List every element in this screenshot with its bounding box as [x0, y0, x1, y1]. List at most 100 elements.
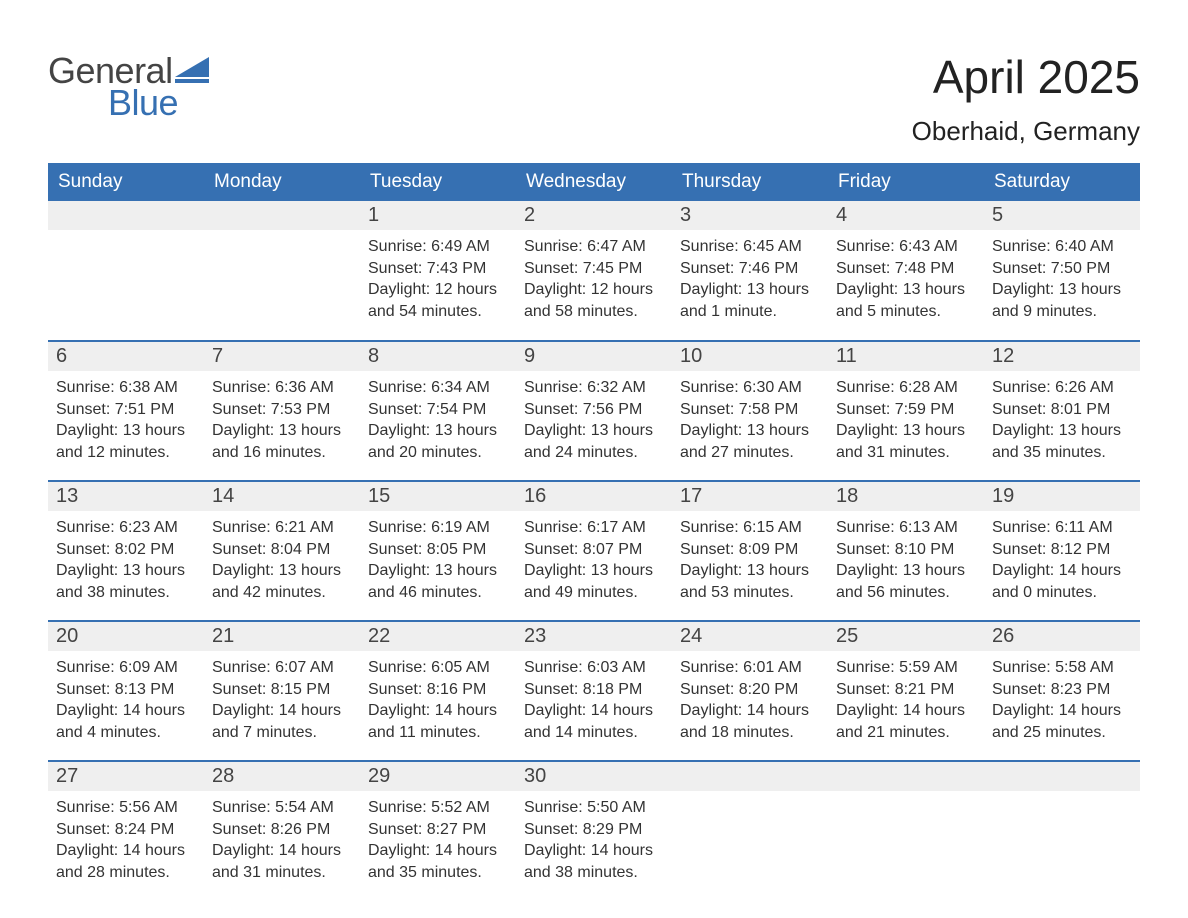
day-daylight2: and 42 minutes.	[212, 582, 352, 604]
day-daylight1: Daylight: 13 hours	[368, 420, 508, 442]
day-daylight2: and 56 minutes.	[836, 582, 976, 604]
day-daylight2: and 31 minutes.	[212, 862, 352, 884]
day-number: 5	[984, 201, 1140, 230]
day-content: Sunrise: 5:54 AMSunset: 8:26 PMDaylight:…	[204, 791, 360, 893]
day-daylight1: Daylight: 13 hours	[212, 420, 352, 442]
calendar-cell: 9Sunrise: 6:32 AMSunset: 7:56 PMDaylight…	[516, 341, 672, 481]
day-sunset: Sunset: 7:51 PM	[56, 399, 196, 421]
day-daylight2: and 11 minutes.	[368, 722, 508, 744]
day-daylight2: and 58 minutes.	[524, 301, 664, 323]
day-content: Sunrise: 6:40 AMSunset: 7:50 PMDaylight:…	[984, 230, 1140, 332]
day-sunset: Sunset: 7:50 PM	[992, 258, 1132, 280]
day-content: Sunrise: 6:19 AMSunset: 8:05 PMDaylight:…	[360, 511, 516, 613]
col-sunday: Sunday	[48, 163, 204, 201]
day-number: 15	[360, 482, 516, 511]
day-daylight1: Daylight: 14 hours	[56, 840, 196, 862]
calendar-week-row: 27Sunrise: 5:56 AMSunset: 8:24 PMDayligh…	[48, 761, 1140, 901]
day-sunset: Sunset: 8:09 PM	[680, 539, 820, 561]
day-number: 29	[360, 762, 516, 791]
day-daylight2: and 1 minute.	[680, 301, 820, 323]
day-sunset: Sunset: 7:59 PM	[836, 399, 976, 421]
day-content: Sunrise: 5:58 AMSunset: 8:23 PMDaylight:…	[984, 651, 1140, 753]
day-daylight1: Daylight: 13 hours	[212, 560, 352, 582]
logo-word2: Blue	[108, 82, 178, 124]
day-sunrise: Sunrise: 6:11 AM	[992, 517, 1132, 539]
day-number: 25	[828, 622, 984, 651]
day-sunset: Sunset: 7:45 PM	[524, 258, 664, 280]
day-sunrise: Sunrise: 6:05 AM	[368, 657, 508, 679]
day-sunset: Sunset: 8:04 PM	[212, 539, 352, 561]
day-number: 14	[204, 482, 360, 511]
day-sunset: Sunset: 8:26 PM	[212, 819, 352, 841]
day-sunrise: Sunrise: 6:36 AM	[212, 377, 352, 399]
day-daylight2: and 46 minutes.	[368, 582, 508, 604]
day-daylight2: and 31 minutes.	[836, 442, 976, 464]
day-content: Sunrise: 6:49 AMSunset: 7:43 PMDaylight:…	[360, 230, 516, 332]
day-sunrise: Sunrise: 5:54 AM	[212, 797, 352, 819]
day-content: Sunrise: 6:34 AMSunset: 7:54 PMDaylight:…	[360, 371, 516, 473]
day-number: 17	[672, 482, 828, 511]
day-sunset: Sunset: 8:21 PM	[836, 679, 976, 701]
day-sunset: Sunset: 8:01 PM	[992, 399, 1132, 421]
calendar-cell: 3Sunrise: 6:45 AMSunset: 7:46 PMDaylight…	[672, 201, 828, 341]
day-content: Sunrise: 6:43 AMSunset: 7:48 PMDaylight:…	[828, 230, 984, 332]
calendar-cell: 28Sunrise: 5:54 AMSunset: 8:26 PMDayligh…	[204, 761, 360, 901]
day-number: 11	[828, 342, 984, 371]
day-daylight2: and 49 minutes.	[524, 582, 664, 604]
day-number: 19	[984, 482, 1140, 511]
day-content: Sunrise: 6:17 AMSunset: 8:07 PMDaylight:…	[516, 511, 672, 613]
col-thursday: Thursday	[672, 163, 828, 201]
col-friday: Friday	[828, 163, 984, 201]
day-sunrise: Sunrise: 5:56 AM	[56, 797, 196, 819]
day-sunset: Sunset: 8:13 PM	[56, 679, 196, 701]
calendar-cell: 5Sunrise: 6:40 AMSunset: 7:50 PMDaylight…	[984, 201, 1140, 341]
calendar-cell	[828, 761, 984, 901]
calendar-cell: 6Sunrise: 6:38 AMSunset: 7:51 PMDaylight…	[48, 341, 204, 481]
calendar-cell	[48, 201, 204, 341]
day-number: 2	[516, 201, 672, 230]
day-sunrise: Sunrise: 6:17 AM	[524, 517, 664, 539]
day-sunset: Sunset: 8:24 PM	[56, 819, 196, 841]
day-sunset: Sunset: 8:05 PM	[368, 539, 508, 561]
day-daylight1: Daylight: 13 hours	[836, 279, 976, 301]
day-daylight1: Daylight: 14 hours	[524, 700, 664, 722]
day-daylight1: Daylight: 14 hours	[212, 700, 352, 722]
location: Oberhaid, Germany	[912, 116, 1140, 147]
calendar-cell	[984, 761, 1140, 901]
day-daylight2: and 38 minutes.	[56, 582, 196, 604]
day-sunrise: Sunrise: 6:01 AM	[680, 657, 820, 679]
day-sunrise: Sunrise: 6:28 AM	[836, 377, 976, 399]
calendar-week-row: 13Sunrise: 6:23 AMSunset: 8:02 PMDayligh…	[48, 481, 1140, 621]
day-content: Sunrise: 6:11 AMSunset: 8:12 PMDaylight:…	[984, 511, 1140, 613]
day-sunrise: Sunrise: 6:40 AM	[992, 236, 1132, 258]
calendar-cell: 13Sunrise: 6:23 AMSunset: 8:02 PMDayligh…	[48, 481, 204, 621]
day-sunset: Sunset: 8:12 PM	[992, 539, 1132, 561]
calendar-cell	[204, 201, 360, 341]
day-sunset: Sunset: 7:54 PM	[368, 399, 508, 421]
calendar-week-row: 20Sunrise: 6:09 AMSunset: 8:13 PMDayligh…	[48, 621, 1140, 761]
day-sunrise: Sunrise: 6:26 AM	[992, 377, 1132, 399]
day-daylight2: and 21 minutes.	[836, 722, 976, 744]
calendar-cell: 30Sunrise: 5:50 AMSunset: 8:29 PMDayligh…	[516, 761, 672, 901]
day-sunrise: Sunrise: 6:23 AM	[56, 517, 196, 539]
day-content: Sunrise: 5:50 AMSunset: 8:29 PMDaylight:…	[516, 791, 672, 893]
day-sunset: Sunset: 8:29 PM	[524, 819, 664, 841]
col-saturday: Saturday	[984, 163, 1140, 201]
day-sunset: Sunset: 8:15 PM	[212, 679, 352, 701]
day-number: 7	[204, 342, 360, 371]
day-content: Sunrise: 6:30 AMSunset: 7:58 PMDaylight:…	[672, 371, 828, 473]
logo: General Blue	[48, 50, 209, 124]
day-number: 28	[204, 762, 360, 791]
day-daylight1: Daylight: 13 hours	[680, 420, 820, 442]
month-title: April 2025	[912, 50, 1140, 104]
day-content: Sunrise: 6:26 AMSunset: 8:01 PMDaylight:…	[984, 371, 1140, 473]
calendar-cell: 21Sunrise: 6:07 AMSunset: 8:15 PMDayligh…	[204, 621, 360, 761]
day-sunrise: Sunrise: 6:09 AM	[56, 657, 196, 679]
title-block: April 2025 Oberhaid, Germany	[912, 50, 1140, 147]
day-sunrise: Sunrise: 6:15 AM	[680, 517, 820, 539]
day-content: Sunrise: 6:23 AMSunset: 8:02 PMDaylight:…	[48, 511, 204, 613]
calendar-table: Sunday Monday Tuesday Wednesday Thursday…	[48, 163, 1140, 901]
col-tuesday: Tuesday	[360, 163, 516, 201]
day-daylight2: and 27 minutes.	[680, 442, 820, 464]
day-daylight2: and 9 minutes.	[992, 301, 1132, 323]
